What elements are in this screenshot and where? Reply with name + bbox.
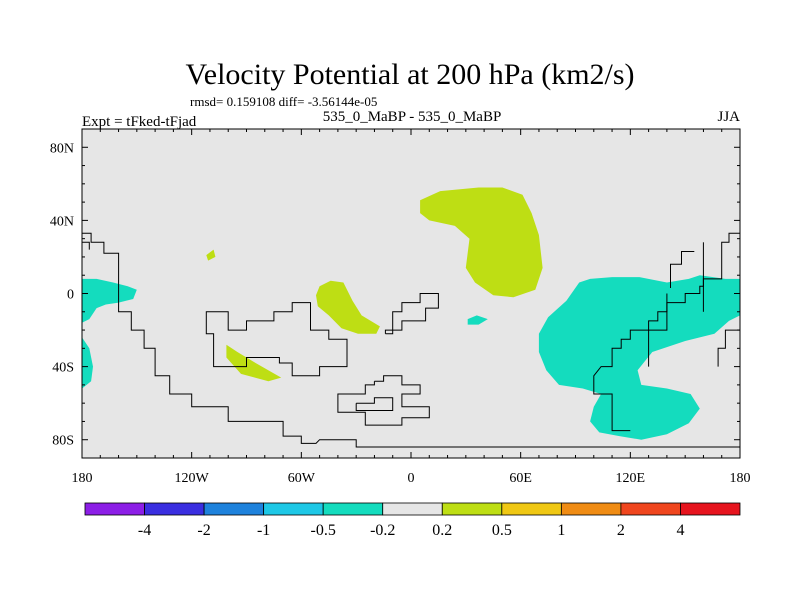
colorbar-swatch <box>144 502 205 516</box>
x-tick-label: 60E <box>509 471 532 486</box>
colorbar-swatch <box>680 502 741 516</box>
colorbar-swatch <box>382 502 443 516</box>
contour-region-5 <box>420 187 543 298</box>
experiment-label: Expt = tFked-tFjad <box>82 114 197 130</box>
colorbar-swatch <box>84 502 145 516</box>
colorbar-label: 1 <box>557 522 565 539</box>
coastline-1 <box>82 232 740 448</box>
coastlines <box>82 232 740 448</box>
contour-regions <box>82 187 740 440</box>
colorbar-label: -0.2 <box>370 522 395 539</box>
y-tick-label: 80S <box>52 434 74 449</box>
case-label: 535_0_MaBP - 535_0_MaBP <box>323 109 502 125</box>
x-tick-label: 120E <box>616 471 646 486</box>
colorbar-label: -4 <box>138 522 151 539</box>
colorbar-label: -2 <box>197 522 210 539</box>
colorbar-swatch <box>620 502 681 516</box>
x-axis: 180 120W 60W 0 60E 120E 180 <box>72 129 751 486</box>
y-tick-label: 40N <box>50 214 74 229</box>
contour-region-1 <box>82 278 137 323</box>
coastline-4 <box>384 293 439 335</box>
colorbar-label: 0.2 <box>432 522 452 539</box>
colorbar-label: -1 <box>257 522 270 539</box>
colorbar-swatch <box>560 502 622 516</box>
contour-region-2 <box>82 337 93 389</box>
coastline-3 <box>205 302 348 377</box>
x-tick-label: 180 <box>72 471 93 486</box>
colorbar-label: 4 <box>676 522 684 539</box>
colorbar-swatch <box>322 502 384 516</box>
colorbar-label: 2 <box>617 522 625 539</box>
coastline-5 <box>337 375 430 426</box>
y-tick-label: 40S <box>52 361 74 376</box>
x-tick-label: 0 <box>408 471 415 486</box>
coastline-9 <box>648 293 668 367</box>
colorbar-swatch <box>441 502 503 516</box>
colorbar-label: 0.5 <box>492 522 512 539</box>
x-tick-label: 60W <box>288 471 316 486</box>
x-tick-label: 120W <box>175 471 210 486</box>
coastline-7 <box>593 232 740 432</box>
colorbar: -4 -2 -1 -0.5 -0.2 0.2 0.5 1 2 4 <box>84 502 741 539</box>
contour-region-4 <box>467 315 488 325</box>
colorbar-label: -0.5 <box>311 522 336 539</box>
colorbar-swatch <box>501 502 562 516</box>
contour-region-7 <box>316 280 380 334</box>
y-tick-label: 0 <box>67 288 74 303</box>
contour-region-8 <box>226 344 282 382</box>
contour-region-6 <box>206 249 216 261</box>
coastline-6 <box>355 397 394 411</box>
y-tick-label: 80N <box>50 141 74 156</box>
x-tick-label: 180 <box>730 471 751 486</box>
season-label: JJA <box>717 109 740 125</box>
colorbar-swatch <box>263 502 324 516</box>
y-axis: 80N 40N 0 40S 80S <box>50 141 740 449</box>
coastline-11 <box>717 329 740 367</box>
stats-text: rmsd= 0.159108 diff= -3.56144e-05 <box>190 94 377 109</box>
coastline-2 <box>82 241 90 250</box>
coastline-8 <box>670 251 695 288</box>
chart-title: Velocity Potential at 200 hPa (km2/s) <box>185 58 634 91</box>
colorbar-swatch <box>203 502 265 516</box>
contour-region-3 <box>538 275 740 440</box>
